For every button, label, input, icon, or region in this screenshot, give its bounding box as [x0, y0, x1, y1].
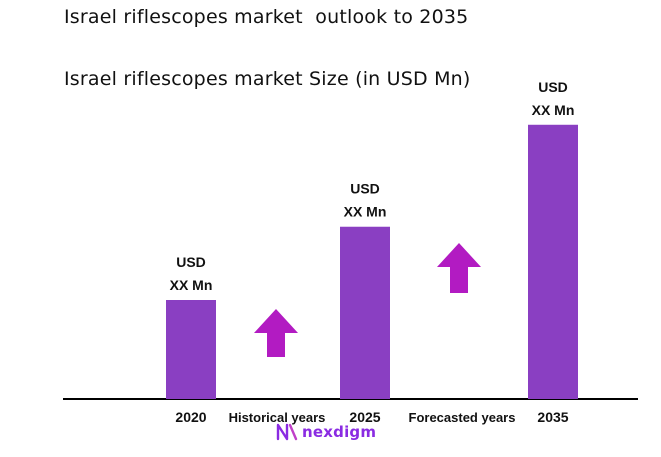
bar-2025 — [340, 226, 390, 399]
growth-arrow-icon — [254, 309, 298, 357]
nexdigm-logo-icon — [276, 423, 298, 441]
chart-title: Israel riflescopes market Size (in USD M… — [64, 68, 471, 90]
brand-logo: nexdigm — [276, 422, 376, 442]
data-label-currency: USD — [350, 181, 380, 197]
logo-text: nexdigm — [302, 423, 377, 441]
data-label-currency: USD — [176, 254, 206, 270]
period-label: Historical years — [229, 410, 326, 425]
page-title: Israel riflescopes market outlook to 203… — [64, 6, 469, 28]
data-label-value: XX Mn — [532, 102, 575, 118]
data-label-value: XX Mn — [344, 204, 387, 220]
x-tick-label: 2025 — [349, 409, 380, 425]
data-label-value: XX Mn — [170, 277, 213, 293]
x-tick-label: 2020 — [175, 409, 206, 425]
data-label-currency: USD — [538, 79, 568, 95]
bar-2035 — [528, 124, 578, 400]
period-label: Forecasted years — [409, 410, 516, 425]
growth-arrow-icon — [437, 243, 481, 293]
x-tick-label: 2035 — [537, 409, 568, 425]
bar-2020 — [166, 300, 216, 399]
